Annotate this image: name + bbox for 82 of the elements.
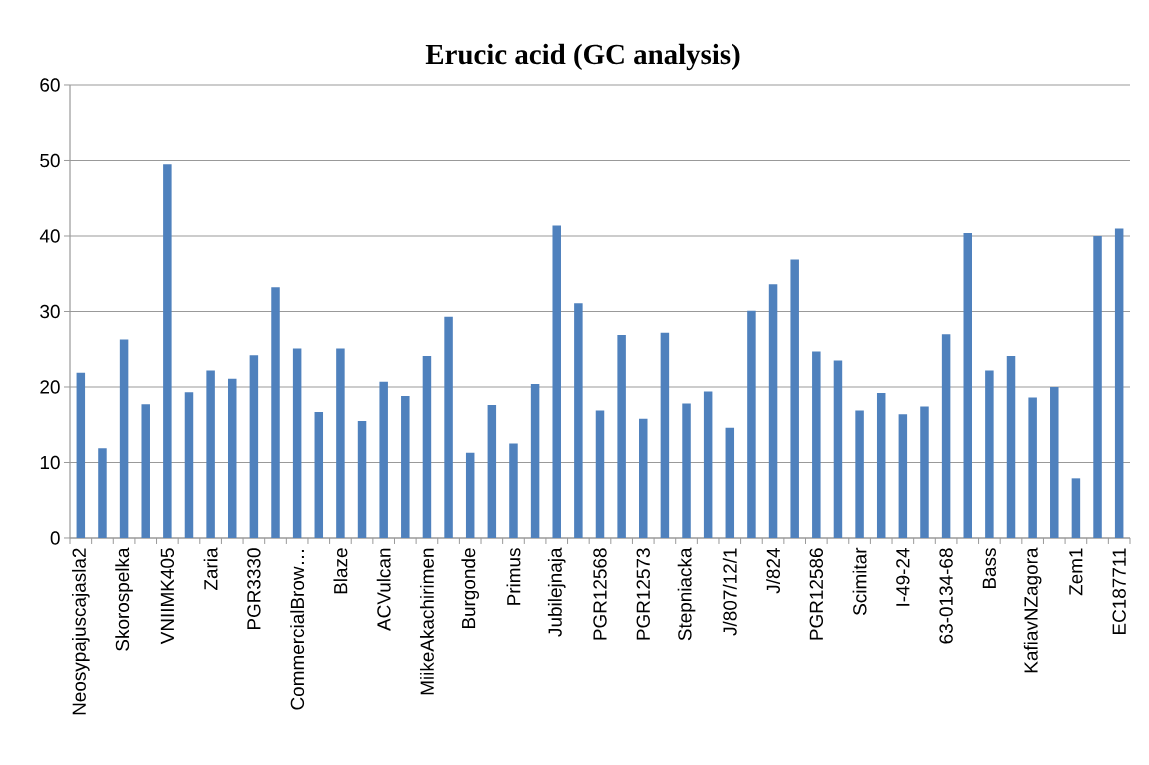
- x-tick-label: Jubilejnaja: [547, 547, 566, 637]
- x-tick-label: PGR12573: [636, 548, 650, 640]
- bar: [920, 406, 929, 538]
- x-tick-label: 63-0134-68: [939, 548, 953, 644]
- bar: [1006, 356, 1016, 538]
- bar: [163, 164, 172, 538]
- bar: [357, 420, 367, 538]
- x-tick-label: ACVulcan: [376, 548, 391, 631]
- bar: [530, 383, 540, 538]
- x-tick-label: EC187711: [1112, 548, 1126, 635]
- bar: [617, 334, 626, 538]
- x-tick-label: I-49-24: [896, 548, 910, 606]
- bar: [682, 403, 691, 538]
- x-tick-label: Primus: [506, 548, 521, 605]
- bar: [141, 404, 150, 538]
- bar: [401, 396, 410, 538]
- y-tick-label: 50: [40, 153, 60, 168]
- bar: [228, 378, 237, 538]
- bar: [855, 410, 864, 538]
- x-tick-label: Neosypajuscajasla2: [72, 548, 90, 715]
- x-tick-label: J/807/12/1: [722, 548, 737, 636]
- bar: [552, 225, 561, 538]
- x-tick-label: KafiavNZagora: [1023, 547, 1042, 673]
- bar: [76, 372, 86, 538]
- bar: [876, 393, 886, 538]
- x-tick-label: CommercialBrow…: [290, 550, 305, 710]
- bar: [98, 448, 107, 538]
- x-tick-label: VNIIMK405: [160, 548, 175, 645]
- bar: [768, 284, 778, 538]
- bar: [509, 443, 518, 538]
- y-tick-label: 40: [39, 229, 60, 243]
- bar: [314, 411, 324, 538]
- y-tick-label: 10: [40, 455, 60, 470]
- x-tick-label: MiikeAkachirimen: [419, 548, 434, 695]
- bar: [206, 370, 215, 538]
- bar: [812, 351, 821, 538]
- bar: [1028, 397, 1037, 538]
- bar: [292, 348, 302, 538]
- bar: [184, 392, 194, 538]
- bar: [1050, 386, 1059, 538]
- bar: [660, 332, 670, 538]
- x-tick-label: J/824: [766, 548, 781, 594]
- bar: [1093, 235, 1102, 538]
- bar: [574, 303, 583, 538]
- bar: [985, 370, 994, 538]
- bar: [465, 452, 475, 538]
- bar: [595, 410, 605, 538]
- bar: [379, 381, 388, 538]
- y-tick-label: 30: [40, 304, 60, 319]
- x-tick-label: PGR3330: [247, 548, 261, 630]
- x-tick-label: Zaria: [203, 547, 218, 591]
- x-tick-label: PGR12586: [809, 548, 824, 640]
- x-tick-label: Skorospelka: [115, 547, 133, 651]
- x-tick-label: Stepniacka: [677, 547, 696, 641]
- bar: [444, 316, 453, 538]
- bar: [963, 232, 972, 538]
- bar: [422, 356, 432, 538]
- bar: [487, 405, 497, 538]
- chart-title: Erucic acid (GC analysis): [425, 43, 740, 71]
- bar: [1071, 478, 1081, 538]
- x-tick-label: Bass: [982, 548, 996, 589]
- bar: [336, 348, 345, 538]
- y-tick-label: 60: [40, 78, 60, 92]
- bar: [747, 310, 756, 538]
- bar: [249, 355, 259, 538]
- y-tick-label: 20: [40, 380, 60, 394]
- bar: [941, 334, 951, 538]
- x-tick-label: PGR12568: [593, 548, 607, 640]
- x-tick-label: Blaze: [333, 548, 348, 594]
- bar: [703, 391, 713, 538]
- bar: [271, 287, 280, 538]
- x-tick-label: Zem1: [1069, 548, 1083, 596]
- x-tick-label: Burgonde: [461, 548, 480, 629]
- bar: [1114, 228, 1124, 538]
- bar: [119, 339, 129, 538]
- bar: [725, 427, 735, 538]
- bar: [790, 259, 799, 538]
- bar: [833, 360, 843, 538]
- bar: [639, 418, 648, 538]
- y-tick-label: 0: [50, 531, 60, 545]
- bar: [898, 414, 908, 538]
- x-tick-label: Scimitar: [852, 547, 867, 616]
